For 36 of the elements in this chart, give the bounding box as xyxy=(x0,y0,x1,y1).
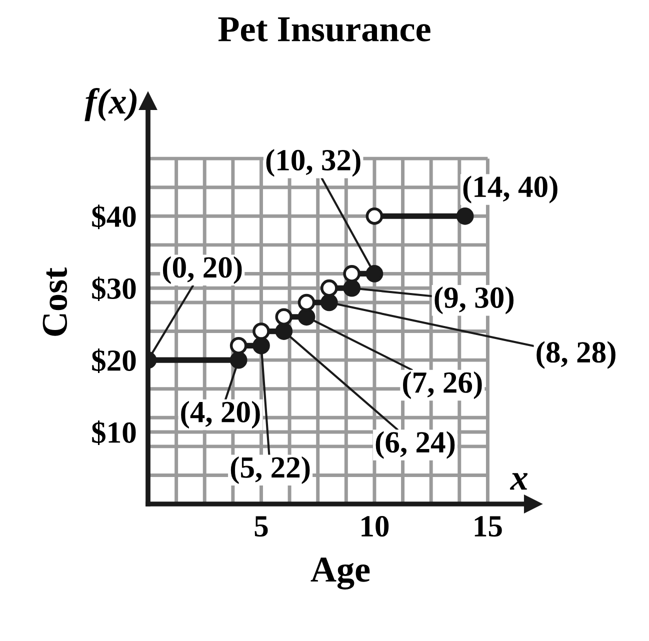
x-axis-title: Age xyxy=(310,558,370,590)
y-tick-label: $20 xyxy=(92,348,136,374)
annotation: (14, 40) xyxy=(463,176,558,204)
y-tick-label: $40 xyxy=(92,204,136,230)
point xyxy=(343,265,360,282)
x-tick-label: 10 xyxy=(362,516,389,537)
point xyxy=(456,207,474,225)
annotation: (6, 24) xyxy=(376,431,455,459)
x-tick-label: 5 xyxy=(254,516,268,537)
point xyxy=(252,322,270,340)
point xyxy=(366,207,384,225)
annotation: (5, 22) xyxy=(230,456,310,484)
point xyxy=(252,337,270,354)
point xyxy=(230,337,248,354)
point xyxy=(230,351,248,369)
point xyxy=(320,294,338,312)
point xyxy=(366,265,384,282)
point xyxy=(298,308,316,326)
text: f(x) xyxy=(84,88,137,122)
annotation: (0, 20) xyxy=(162,256,242,284)
point xyxy=(298,294,316,312)
y-tick-label: $10 xyxy=(92,420,136,445)
annotation: x xyxy=(510,473,528,490)
annotation: (4, 20) xyxy=(181,400,260,429)
annotation: (8, 28) xyxy=(536,341,616,369)
point xyxy=(275,308,293,326)
point xyxy=(320,279,338,297)
annotation: (10, 32) xyxy=(266,149,360,177)
y-tick-label: $30 xyxy=(92,276,136,302)
point xyxy=(343,279,360,297)
y-axis-title: Cost xyxy=(42,268,68,336)
point xyxy=(275,322,293,340)
chart-title: Pet Insurance xyxy=(218,17,430,42)
annotation: (7, 26) xyxy=(403,371,482,400)
x-tick-label: 15 xyxy=(474,516,502,537)
annotation: (9, 30) xyxy=(434,286,514,314)
